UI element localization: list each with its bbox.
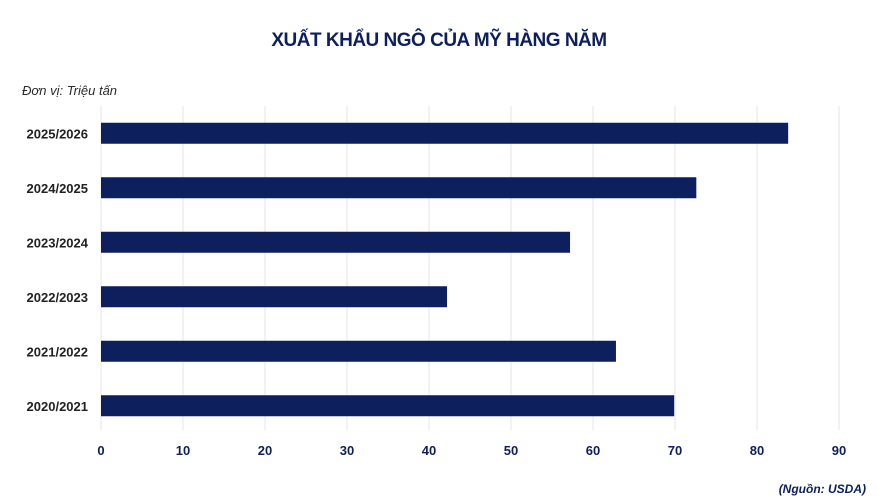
x-tick-label: 20	[258, 443, 272, 458]
x-tick-label: 10	[176, 443, 190, 458]
bar-2025/2026	[101, 122, 789, 144]
category-label: 2022/2023	[27, 290, 88, 305]
category-label: 2024/2025	[27, 181, 88, 196]
bar-2022/2023	[101, 286, 448, 308]
x-tick-label: 50	[504, 443, 518, 458]
x-tick-label: 0	[97, 443, 104, 458]
x-tick-label: 60	[586, 443, 600, 458]
chart-title: XUẤT KHẨU NGÔ CỦA MỸ HÀNG NĂM	[271, 30, 607, 51]
category-label: 2021/2022	[27, 344, 88, 359]
grid-lines	[100, 106, 840, 430]
category-label: 2025/2026	[27, 126, 88, 141]
source-label: (Nguồn: USDA)	[778, 482, 866, 496]
x-tick-label: 90	[832, 443, 846, 458]
category-label: 2023/2024	[27, 235, 89, 250]
x-tick-label: 70	[668, 443, 682, 458]
x-tick-label: 40	[422, 443, 436, 458]
bars	[101, 122, 789, 417]
bar-2021/2022	[101, 340, 616, 362]
x-tick-label: 80	[750, 443, 764, 458]
x-axis-ticks: 0 10 20 30 40 50 60 70 80 90	[97, 443, 846, 458]
category-labels: 2025/2026 2024/2025 2023/2024 2022/2023 2021…	[27, 126, 89, 414]
bar-2023/2024	[101, 231, 571, 253]
bar-2020/2021	[101, 395, 675, 417]
category-label: 2020/2021	[27, 399, 88, 414]
unit-label: Đơn vị: Triệu tấn	[22, 83, 118, 98]
x-tick-label: 30	[340, 443, 354, 458]
bar-2024/2025	[101, 177, 697, 199]
